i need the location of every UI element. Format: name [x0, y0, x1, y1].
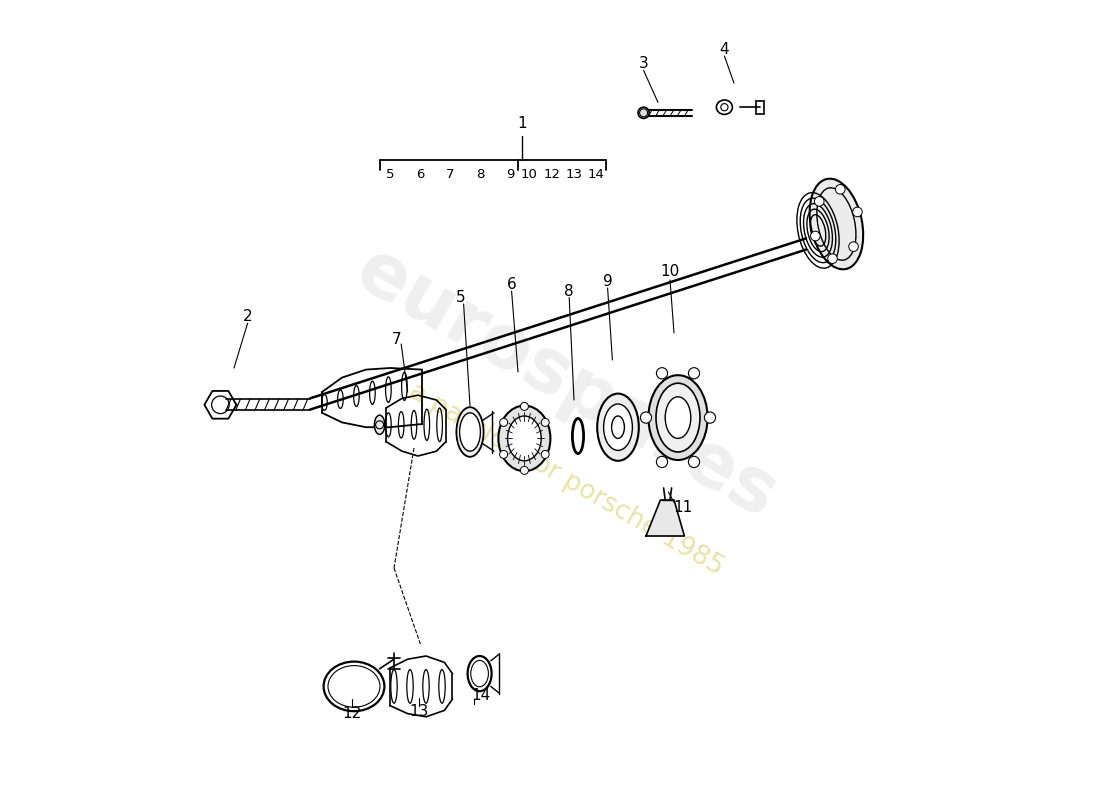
- Text: 5: 5: [455, 290, 465, 305]
- Text: 13: 13: [409, 705, 429, 719]
- Text: 6: 6: [416, 168, 425, 181]
- Ellipse shape: [648, 375, 707, 460]
- Ellipse shape: [597, 394, 639, 461]
- Text: 12: 12: [543, 168, 560, 181]
- Ellipse shape: [374, 415, 385, 434]
- Ellipse shape: [604, 404, 632, 450]
- Text: 9: 9: [506, 168, 514, 181]
- Circle shape: [827, 254, 837, 263]
- Circle shape: [689, 456, 700, 467]
- Circle shape: [520, 466, 528, 474]
- Ellipse shape: [498, 406, 550, 471]
- Text: 10: 10: [520, 168, 538, 181]
- Text: 8: 8: [476, 168, 484, 181]
- Text: 2: 2: [243, 310, 252, 324]
- Circle shape: [852, 207, 862, 217]
- Circle shape: [640, 412, 651, 423]
- Circle shape: [849, 242, 858, 251]
- Ellipse shape: [656, 383, 700, 452]
- Ellipse shape: [666, 397, 691, 438]
- Text: 4: 4: [719, 42, 729, 57]
- Text: 14: 14: [472, 689, 491, 703]
- Circle shape: [689, 368, 700, 379]
- Circle shape: [704, 412, 716, 423]
- Text: 8: 8: [564, 284, 574, 298]
- Ellipse shape: [810, 178, 864, 270]
- Text: 13: 13: [565, 168, 583, 181]
- Ellipse shape: [638, 107, 649, 118]
- Circle shape: [541, 450, 549, 458]
- Text: 7: 7: [392, 332, 402, 346]
- Polygon shape: [646, 500, 684, 536]
- Text: 9: 9: [603, 274, 613, 289]
- Text: 14: 14: [588, 168, 605, 181]
- Ellipse shape: [460, 413, 481, 451]
- Circle shape: [499, 450, 507, 458]
- Ellipse shape: [456, 407, 484, 457]
- Circle shape: [836, 185, 845, 194]
- Text: 12: 12: [342, 706, 361, 721]
- Circle shape: [520, 402, 528, 410]
- Ellipse shape: [507, 416, 541, 461]
- Text: 1: 1: [517, 116, 527, 131]
- Circle shape: [657, 368, 668, 379]
- Text: a passion for porsche 1985: a passion for porsche 1985: [404, 379, 728, 581]
- Text: 5: 5: [386, 168, 394, 181]
- Circle shape: [657, 456, 668, 467]
- Circle shape: [541, 418, 549, 426]
- Text: 6: 6: [507, 278, 517, 292]
- Text: 3: 3: [639, 57, 649, 71]
- Text: 7: 7: [446, 168, 454, 181]
- Text: 10: 10: [660, 265, 680, 279]
- Circle shape: [499, 418, 507, 426]
- Circle shape: [814, 197, 824, 206]
- Text: 11: 11: [673, 500, 692, 514]
- Text: eurospares: eurospares: [342, 234, 790, 534]
- Circle shape: [811, 231, 821, 241]
